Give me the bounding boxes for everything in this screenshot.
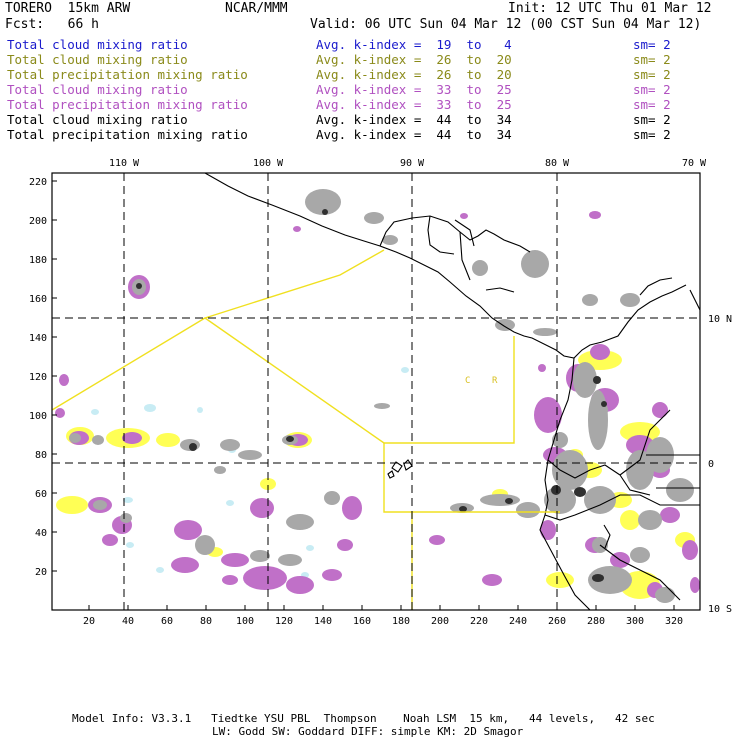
y-tick-label: 140 [29, 333, 47, 344]
y-tick-label: 80 [35, 450, 47, 461]
tick-marks [52, 180, 675, 610]
model-title: TORERO 15km ARW [5, 1, 131, 16]
x-tick-label: 180 [392, 616, 410, 627]
legend-kindex-1: Avg. k-index = 19 to 4 [316, 37, 512, 52]
legend-kindex-6: Avg. k-index = 44 to 34 [316, 112, 512, 127]
y-tick-label: 100 [29, 411, 47, 422]
purple-shading [55, 211, 700, 598]
gray-shading [69, 189, 694, 603]
cyan-shading [76, 367, 409, 578]
valid-time: Valid: 06 UTC Sun 04 Mar 12 (00 CST Sun … [310, 17, 702, 32]
legend-field-7: Total precipitation mixing ratio [7, 127, 248, 142]
legend-field-4: Total cloud mixing ratio [7, 82, 188, 97]
model-info-line-1: Model Info: V3.3.1 Tiedtke YSU PBL Thomp… [72, 712, 655, 725]
x-tick-label: 260 [548, 616, 566, 627]
init-time: Init: 12 UTC Thu 01 Mar 12 [508, 1, 712, 16]
legend-kindex-4: Avg. k-index = 33 to 25 [316, 82, 512, 97]
map-frame [51, 172, 701, 611]
x-tick-label: 300 [626, 616, 644, 627]
lon-label-90w: 90 W [400, 158, 425, 169]
legend-sm-5: sm= 2 [633, 97, 671, 112]
x-tick-label: 200 [431, 616, 449, 627]
x-tick-label: 80 [200, 616, 212, 627]
lat-label-0: 0 [708, 459, 714, 470]
lat-lon-grid [52, 173, 700, 610]
organization-label: NCAR/MMM [225, 1, 288, 16]
legend-field-6: Total cloud mixing ratio [7, 112, 188, 127]
boundary-lines [51, 249, 560, 610]
legend-sm-1: sm= 2 [633, 37, 671, 52]
yellow-shading [56, 350, 695, 599]
legend-sm-6: sm= 2 [633, 112, 671, 127]
legend-sm-4: sm= 2 [633, 82, 671, 97]
legend-sm-3: sm= 2 [633, 67, 671, 82]
legend-field-2: Total cloud mixing ratio [7, 52, 188, 67]
legend-kindex-7: Avg. k-index = 44 to 34 [316, 127, 512, 142]
map-region-labels: C R [465, 376, 498, 386]
top-labels: 110 W 100 W 90 W 80 W 70 W [109, 158, 707, 169]
x-tick-label: 240 [509, 616, 527, 627]
field-shading [55, 189, 700, 603]
legend-kindex-3: Avg. k-index = 26 to 20 [316, 67, 512, 82]
x-tick-label: 160 [353, 616, 371, 627]
x-tick-label: 20 [83, 616, 95, 627]
y-tick-label: 160 [29, 294, 47, 305]
x-tick-label: 140 [314, 616, 332, 627]
lon-label-80w: 80 W [545, 158, 570, 169]
x-tick-label: 120 [275, 616, 293, 627]
legend-field-3: Total precipitation mixing ratio [7, 67, 248, 82]
legend-sm-2: sm= 2 [633, 52, 671, 67]
bottom-tick-labels: 20 40 60 80 100 120 140 160 180 200 220 … [83, 616, 683, 627]
lat-label-10n: 10 N [708, 314, 732, 325]
x-tick-label: 100 [236, 616, 254, 627]
y-tick-label: 200 [29, 216, 47, 227]
y-tick-label: 60 [35, 489, 47, 500]
model-info-line-2: LW: Godd SW: Goddard DIFF: simple KM: 2D… [212, 725, 524, 738]
x-tick-label: 60 [161, 616, 173, 627]
coastlines [204, 173, 700, 610]
legend-kindex-5: Avg. k-index = 33 to 25 [316, 97, 512, 112]
legend-kindex-2: Avg. k-index = 26 to 20 [316, 52, 512, 67]
y-tick-label: 120 [29, 372, 47, 383]
region-label-c: C [465, 376, 470, 386]
y-tick-label: 180 [29, 255, 47, 266]
legend-field-1: Total cloud mixing ratio [7, 37, 188, 52]
x-tick-label: 320 [665, 616, 683, 627]
legend-sm-7: sm= 2 [633, 127, 671, 142]
forecast-hour: Fcst: 66 h [5, 17, 99, 32]
x-tick-label: 280 [587, 616, 605, 627]
x-tick-label: 220 [470, 616, 488, 627]
lon-label-100w: 100 W [253, 158, 284, 169]
y-tick-label: 20 [35, 567, 47, 578]
legend-field-5: Total precipitation mixing ratio [7, 97, 248, 112]
left-tick-labels: 220 200 180 160 140 120 100 80 60 40 20 [29, 177, 47, 578]
dark-shading [136, 209, 607, 582]
right-labels: 10 N 0 10 S [708, 314, 732, 615]
lon-label-110w: 110 W [109, 158, 140, 169]
y-tick-label: 40 [35, 528, 47, 539]
lat-label-10s: 10 S [708, 604, 732, 615]
region-label-r: R [492, 376, 498, 386]
y-tick-label: 220 [29, 177, 47, 188]
x-tick-label: 40 [122, 616, 134, 627]
lon-label-70w: 70 W [682, 158, 707, 169]
